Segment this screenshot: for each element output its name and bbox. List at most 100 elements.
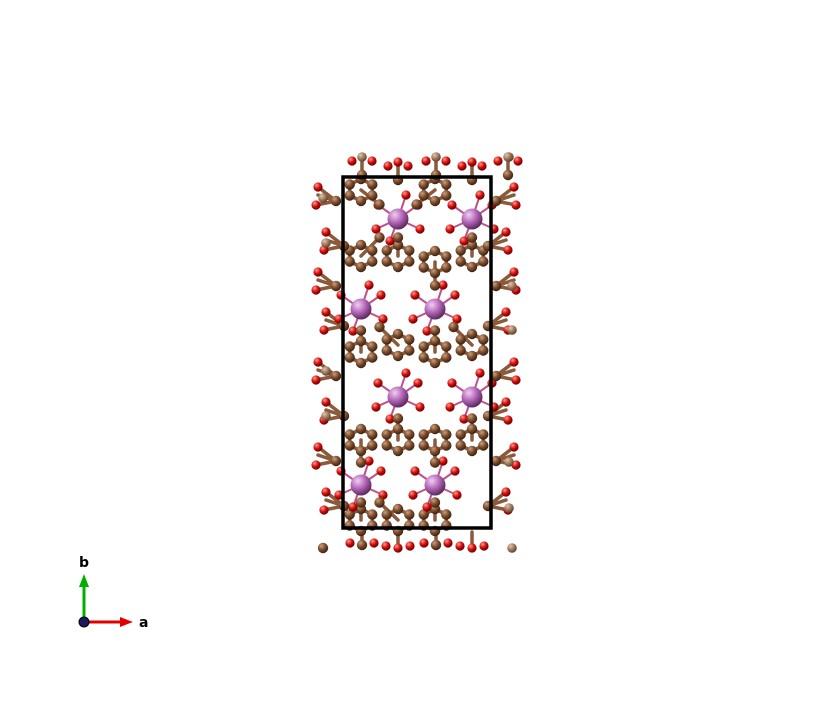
carbon-atom [478,440,489,451]
carbon-atom [330,370,342,382]
atom-layer [311,152,523,554]
carbon-atom [490,370,502,382]
carbon-atom [381,256,392,267]
oxygen-atom [447,200,457,210]
unit-cell-outline [341,175,493,530]
carbon-atom [344,190,355,201]
carbon-atom [392,328,404,340]
oxygen-atom [311,200,321,210]
carbon-atom [418,190,429,201]
carbon-atom [392,350,404,362]
oxygen-atom [467,543,477,553]
oxygen-atom [364,456,374,466]
carbon-atom [367,256,378,267]
metal-atom [424,298,446,320]
oxygen-atom [422,502,432,512]
oxygen-atom [477,161,487,171]
oxygen-atom [385,414,395,424]
oxygen-atom [383,161,393,171]
carbon-atom [466,423,478,435]
oxygen-atom [313,442,323,452]
carbon-atom [392,503,404,515]
oxygen-atom [373,378,383,388]
oxygen-atom [503,245,513,255]
carbon-atom [429,325,441,336]
oxygen-atom [321,227,331,237]
carbon-atom [381,345,392,356]
carbon-atom [441,429,452,440]
carbon-atom [330,455,342,467]
carbon-atom [344,509,355,520]
oxygen-atom [410,290,420,300]
oxygen-atom [459,236,469,246]
carbon-atom [344,256,355,267]
oxygen-atom [376,290,386,300]
carbon-atom [466,328,478,340]
carbon-atom [429,423,441,435]
oxygen-atom [501,397,511,407]
carbon-atom [466,261,478,273]
carbon-atom [374,232,385,243]
oxygen-atom [475,190,485,200]
oxygen-atom [364,280,374,290]
carbon-atom [441,352,452,363]
carbon-atom [418,352,429,363]
oxygen-atom [376,466,386,476]
oxygen-atom [509,442,519,452]
oxygen-atom [311,285,321,295]
oxygen-atom [385,236,395,246]
oxygen-atom [415,402,425,412]
carbon-atom [441,262,452,273]
carbon-atom [455,256,466,267]
carbon-atom [411,199,422,210]
oxygen-atom [443,538,453,548]
metal-atom [424,474,446,496]
carbon-atom [466,239,478,251]
oxygen-atom [421,156,431,166]
carbon-atom [318,193,328,203]
carbon-atom [404,429,415,440]
carbon-atom [404,440,415,451]
carbon-atom [355,497,367,508]
oxygen-atom [367,156,377,166]
metal-atom [461,386,483,408]
oxygen-atom [501,307,511,317]
b-axis-label: b [79,555,89,571]
carbon-atom [355,445,367,457]
carbon-atom [392,413,404,424]
carbon-atom [478,429,489,440]
carbon-atom [478,334,489,345]
carbon-atom [429,335,441,347]
metal-atom [387,386,409,408]
b-axis-arrowhead [79,574,89,587]
oxygen-atom [413,378,423,388]
oxygen-atom [509,267,519,277]
carbon-atom [441,251,452,262]
oxygen-atom [311,375,321,385]
carbon-atom [392,423,404,435]
carbon-atom [429,267,441,279]
axis-indicator: b a [78,555,148,631]
oxygen-atom [509,357,519,367]
carbon-atom [418,341,429,352]
carbon-atom [392,445,404,457]
metal-atom [461,208,483,230]
carbon-atom [418,262,429,273]
carbon-atom [355,325,367,336]
carbon-atom [429,445,441,457]
carbon-atom [418,179,429,190]
oxygen-atom [415,224,425,234]
carbon-atom [367,429,378,440]
oxygen-atom [419,538,429,548]
carbon-atom [374,321,385,333]
carbon-atom [504,457,514,467]
oxygen-atom [479,541,489,551]
a-axis-label: a [139,615,148,631]
carbon-atom [418,440,429,451]
carbon-atom [418,429,429,440]
oxygen-atom [438,280,448,290]
oxygen-atom [450,466,460,476]
carbon-atom [431,152,441,162]
oxygen-atom [450,290,460,300]
